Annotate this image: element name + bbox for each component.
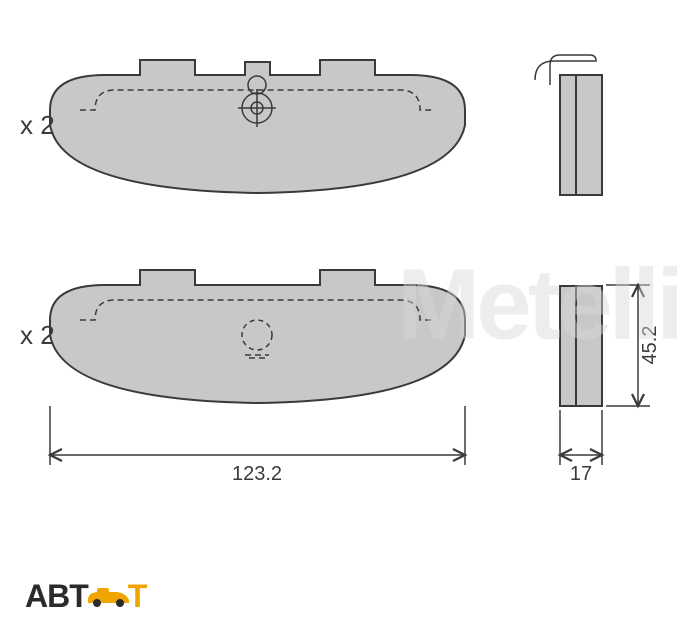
logo-text-left: ABT <box>25 578 88 615</box>
dim-height-value: 45.2 <box>639 326 660 365</box>
logo-car-icon <box>85 586 131 608</box>
brake-pad-top-side <box>535 55 602 195</box>
brake-pad-bottom-side <box>560 286 602 406</box>
quantity-label-bottom: x 2 <box>20 320 55 351</box>
diagram-container: Metelli x 2 x 2 <box>20 20 660 590</box>
brake-pad-bottom-front <box>50 270 465 403</box>
logo: ABT T <box>25 578 146 615</box>
dimension-width: 123.2 <box>50 406 465 485</box>
dimension-thickness: 17 <box>560 410 602 485</box>
drawing-svg: 123.2 17 45.2 <box>20 20 660 580</box>
quantity-label-top: x 2 <box>20 110 55 141</box>
dimension-height: 45.2 <box>606 285 660 406</box>
brake-pad-top-front <box>50 60 465 193</box>
dim-thickness-value: 17 <box>570 463 592 485</box>
dim-width-value: 123.2 <box>232 463 282 485</box>
